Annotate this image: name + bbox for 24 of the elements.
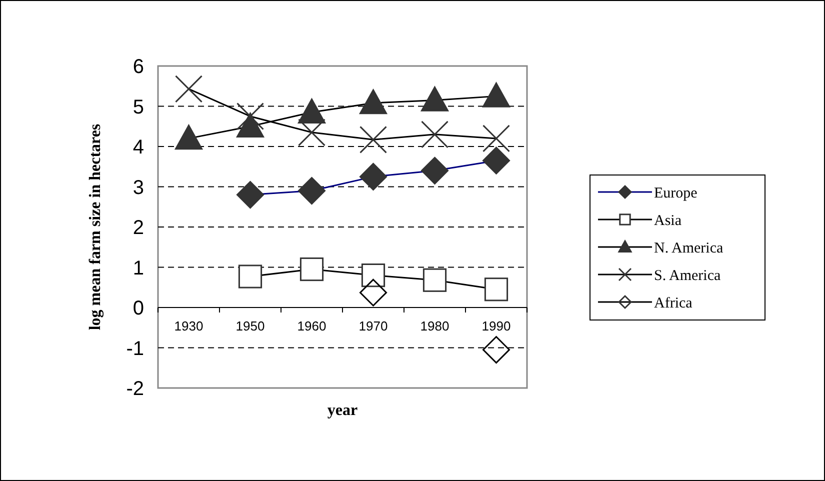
x-tick-label: 1930 bbox=[174, 318, 204, 334]
y-tick-label: 5 bbox=[132, 96, 144, 118]
x-tick-label: 1970 bbox=[358, 318, 388, 334]
legend-label: Europe bbox=[654, 185, 698, 202]
x-tick-label: 1990 bbox=[482, 318, 511, 334]
y-axis-title: log mean farm size in hectares bbox=[87, 124, 104, 330]
x-axis-title: year bbox=[327, 402, 358, 419]
y-tick-label: 4 bbox=[132, 136, 144, 158]
y-tick-label: 6 bbox=[132, 56, 144, 78]
y-tick-label: -2 bbox=[126, 378, 144, 400]
x-tick-label: 1950 bbox=[236, 318, 265, 334]
y-tick-label: -1 bbox=[126, 338, 144, 360]
y-tick-label: 0 bbox=[132, 298, 144, 320]
x-tick-label: 1960 bbox=[297, 318, 326, 334]
legend-label: N. America bbox=[654, 240, 724, 256]
y-tick-label: 2 bbox=[132, 217, 144, 239]
y-tick-label: 1 bbox=[132, 257, 144, 280]
legend-label: S. America bbox=[654, 268, 721, 284]
legend-label: Africa bbox=[654, 295, 693, 312]
legend-label: Asia bbox=[654, 212, 682, 229]
point bbox=[360, 278, 387, 306]
x-tick-label: 1980 bbox=[420, 318, 450, 334]
y-tick-label: 3 bbox=[132, 176, 144, 199]
point bbox=[482, 336, 510, 364]
